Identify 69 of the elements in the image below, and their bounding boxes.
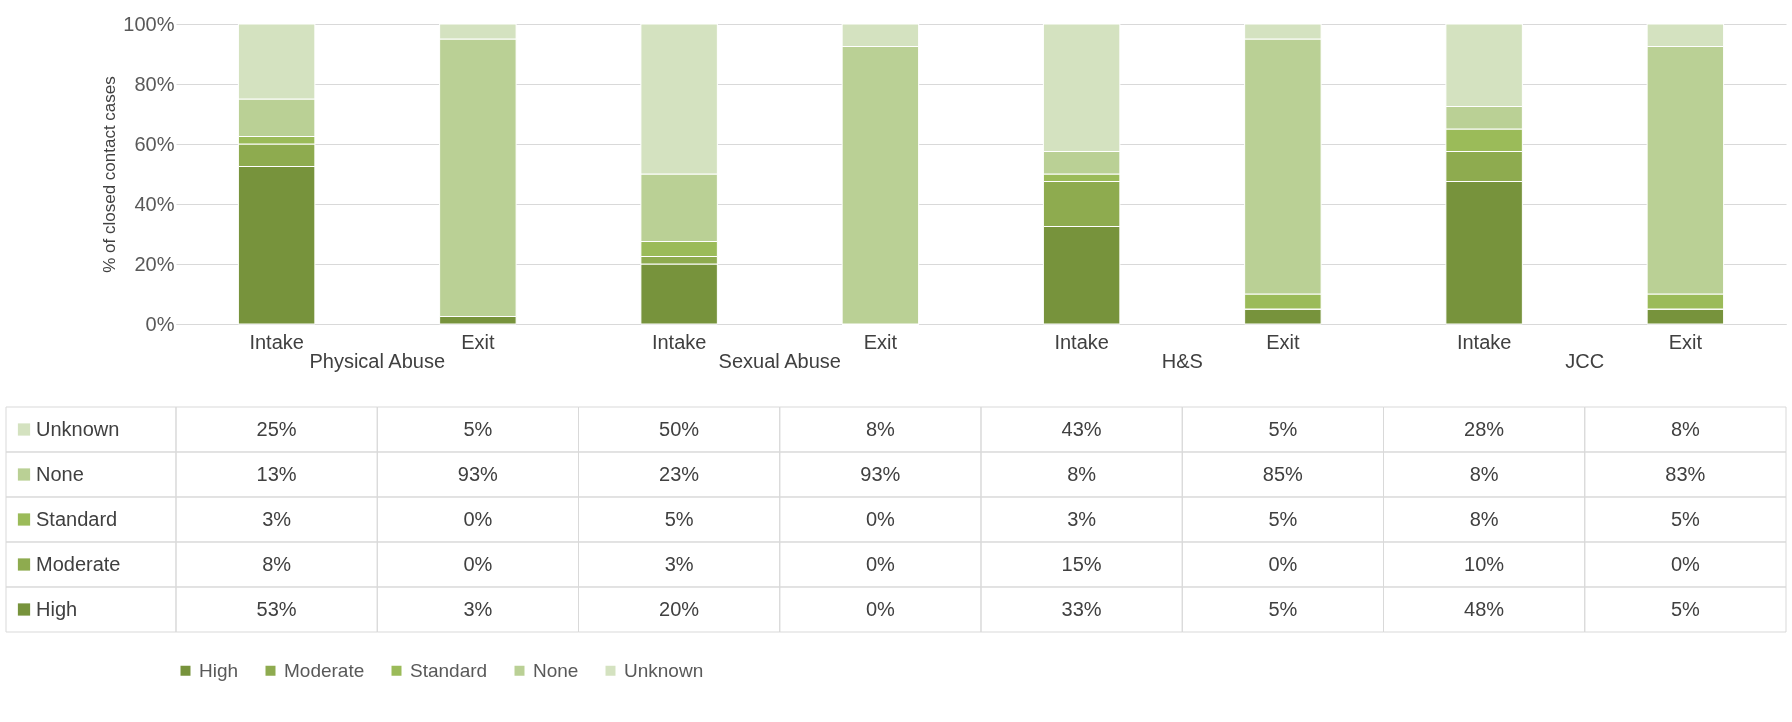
x-tick-label: Exit	[1266, 330, 1300, 353]
data-label: 0%	[1670, 552, 1701, 575]
data-label: 50%	[659, 417, 700, 440]
data-label: 0%	[463, 507, 493, 530]
y-axis-title: % of closed contact cases	[100, 76, 120, 273]
data-label: 0%	[1268, 552, 1298, 575]
data-label: 8%	[1067, 462, 1097, 485]
data-label: 5%	[1670, 507, 1701, 530]
data-label: 5%	[1268, 417, 1298, 440]
y-tick-label: 20%	[134, 252, 175, 275]
data-label: 5%	[1268, 507, 1298, 530]
text: None	[533, 659, 579, 681]
data-label: 5%	[1670, 597, 1701, 620]
y-tick-label: 80%	[134, 72, 175, 95]
data-label: 15%	[1061, 552, 1102, 575]
text: High	[199, 659, 239, 681]
data-label: 0%	[865, 597, 896, 620]
legend-label: Standard	[36, 507, 118, 530]
data-label: 3%	[1067, 507, 1097, 530]
data-label: 43%	[1061, 417, 1102, 440]
x-tick-label: Exit	[1668, 330, 1703, 353]
data-label: 33%	[1061, 597, 1102, 620]
x-tick-label: Intake	[651, 330, 707, 353]
text: Moderate	[284, 659, 365, 681]
text: Unknown	[624, 659, 704, 681]
x-tick-label: Intake	[249, 330, 304, 353]
data-label: 25%	[256, 417, 297, 440]
x-tick-label: Exit	[461, 330, 495, 353]
data-label: 8%	[865, 417, 896, 440]
x-tick-label: Intake	[1054, 330, 1109, 353]
text: Physical Abuse	[309, 350, 446, 372]
legend-label: Unknown	[36, 417, 120, 440]
data-label: 10%	[1464, 552, 1505, 575]
y-tick-label: 40%	[134, 192, 175, 215]
y-tick-label: 100%	[123, 12, 175, 35]
data-label: 8%	[262, 552, 292, 575]
data-label: 13%	[256, 462, 297, 485]
data-label: 5%	[463, 417, 493, 440]
data-label: 3%	[664, 552, 694, 575]
x-tick-label: Intake	[1456, 330, 1512, 353]
legend-label: High	[36, 597, 78, 620]
legend-label: Moderate	[36, 552, 121, 575]
data-label: 48%	[1464, 597, 1505, 620]
data-label: 23%	[659, 462, 700, 485]
data-label: 20%	[659, 597, 700, 620]
legend-label: None	[36, 462, 84, 485]
data-label: 93%	[457, 462, 499, 485]
data-label: 83%	[1665, 462, 1706, 485]
data-label: 53%	[256, 597, 297, 620]
y-tick-label: 60%	[134, 132, 175, 155]
data-label: 3%	[463, 597, 493, 620]
data-label: 3%	[262, 507, 292, 530]
data-label: 0%	[463, 552, 493, 575]
data-label: 93%	[860, 462, 901, 485]
text: Standard	[410, 659, 488, 681]
data-label: 0%	[865, 507, 896, 530]
text: JCC	[1565, 350, 1605, 372]
data-label: 85%	[1262, 462, 1304, 485]
data-label: 5%	[664, 507, 694, 530]
data-label: 8%	[1469, 507, 1499, 530]
x-tick-label: Exit	[863, 330, 898, 353]
data-label: 8%	[1670, 417, 1701, 440]
data-label: 0%	[865, 552, 896, 575]
text: Sexual Abuse	[718, 350, 841, 372]
y-tick-label: 0%	[145, 312, 175, 335]
text: H&S	[1161, 350, 1203, 372]
data-label: 8%	[1469, 462, 1499, 485]
data-label: 28%	[1464, 417, 1505, 440]
data-label: 5%	[1268, 597, 1298, 620]
